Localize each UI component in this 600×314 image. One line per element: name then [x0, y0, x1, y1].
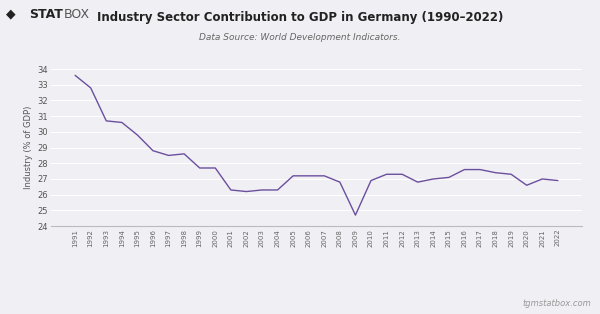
Y-axis label: Industry (% of GDP): Industry (% of GDP)	[25, 106, 34, 189]
Text: BOX: BOX	[64, 8, 90, 21]
Text: Data Source: World Development Indicators.: Data Source: World Development Indicator…	[199, 33, 401, 42]
Text: STAT: STAT	[29, 8, 62, 21]
Text: Industry Sector Contribution to GDP in Germany (1990–2022): Industry Sector Contribution to GDP in G…	[97, 11, 503, 24]
Text: ◆: ◆	[6, 8, 16, 21]
Legend: Germany: Germany	[281, 312, 352, 314]
Text: tgmstatbox.com: tgmstatbox.com	[522, 299, 591, 308]
